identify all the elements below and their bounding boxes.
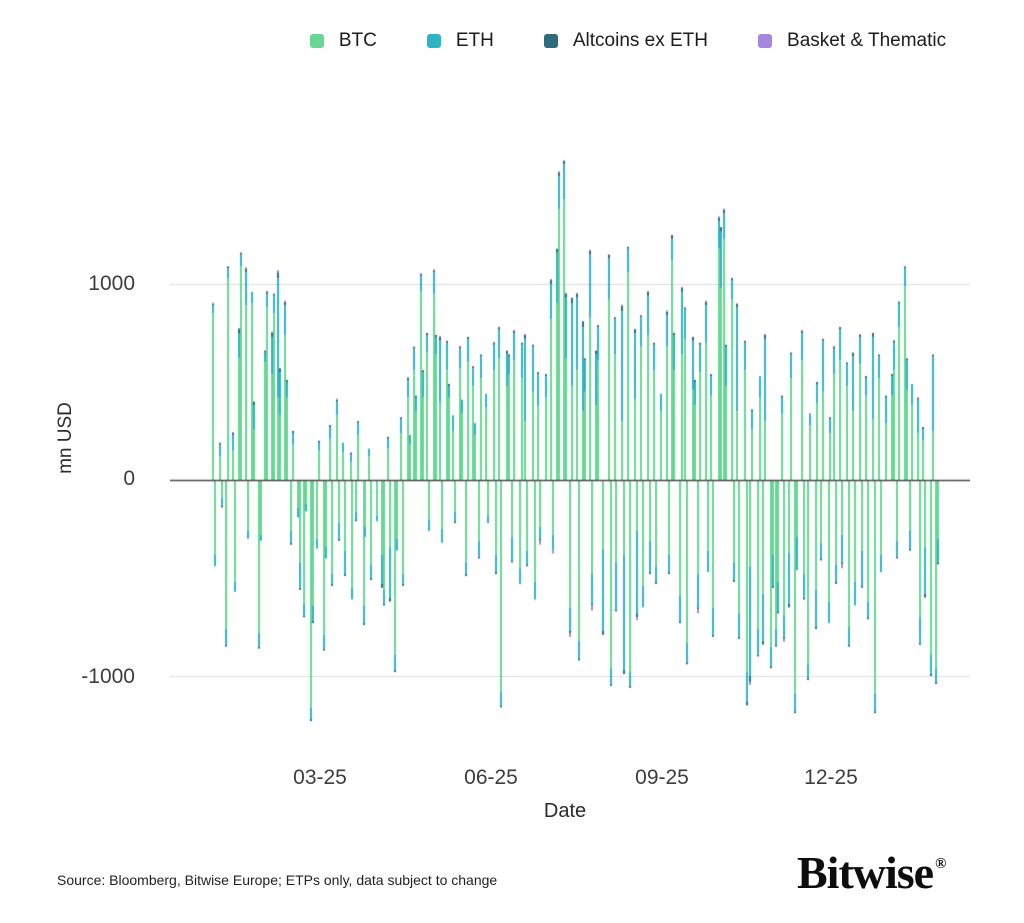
legend-item-btc: BTC xyxy=(309,30,377,52)
legend-item-eth: ETH xyxy=(426,30,494,52)
bitwise-logo-text: Bitwise xyxy=(797,847,934,898)
y-tick-0: 0 xyxy=(123,467,135,490)
x-tick-06-25: 06-25 xyxy=(464,766,518,789)
x-tick-09-25: 09-25 xyxy=(635,766,689,789)
bitwise-logo: Bitwise ® xyxy=(797,846,947,899)
legend-label-eth: ETH xyxy=(455,30,494,51)
legend-swatch-altcoins-icon xyxy=(543,34,558,48)
legend-swatch-basket-icon xyxy=(758,34,773,48)
legend-label-btc: BTC xyxy=(338,30,377,51)
x-tick-12-25: 12-25 xyxy=(804,766,858,789)
y-axis-title: mn USD xyxy=(55,402,76,474)
legend-swatch-eth-icon xyxy=(426,34,441,48)
legend-item-altcoins: Altcoins ex ETH xyxy=(543,30,709,52)
y-tick-1000: 1000 xyxy=(88,272,135,295)
source-note: Source: Bloomberg, Bitwise Europe; ETPs … xyxy=(57,872,498,888)
legend-label-altcoins: Altcoins ex ETH xyxy=(572,30,709,51)
registered-mark: ® xyxy=(935,855,947,872)
legend-label-basket: Basket & Thematic xyxy=(787,30,947,51)
x-tick-03-25: 03-25 xyxy=(293,766,347,789)
y-tick-minus-1000: -1000 xyxy=(81,665,135,688)
legend: BTC ETH Altcoins ex ETH Basket & Themati… xyxy=(116,30,1024,52)
legend-item-basket: Basket & Thematic xyxy=(758,30,946,52)
daily-flows-bar-chart xyxy=(170,120,970,732)
legend-swatch-btc-icon xyxy=(309,34,324,48)
x-axis-title: Date xyxy=(543,800,587,822)
